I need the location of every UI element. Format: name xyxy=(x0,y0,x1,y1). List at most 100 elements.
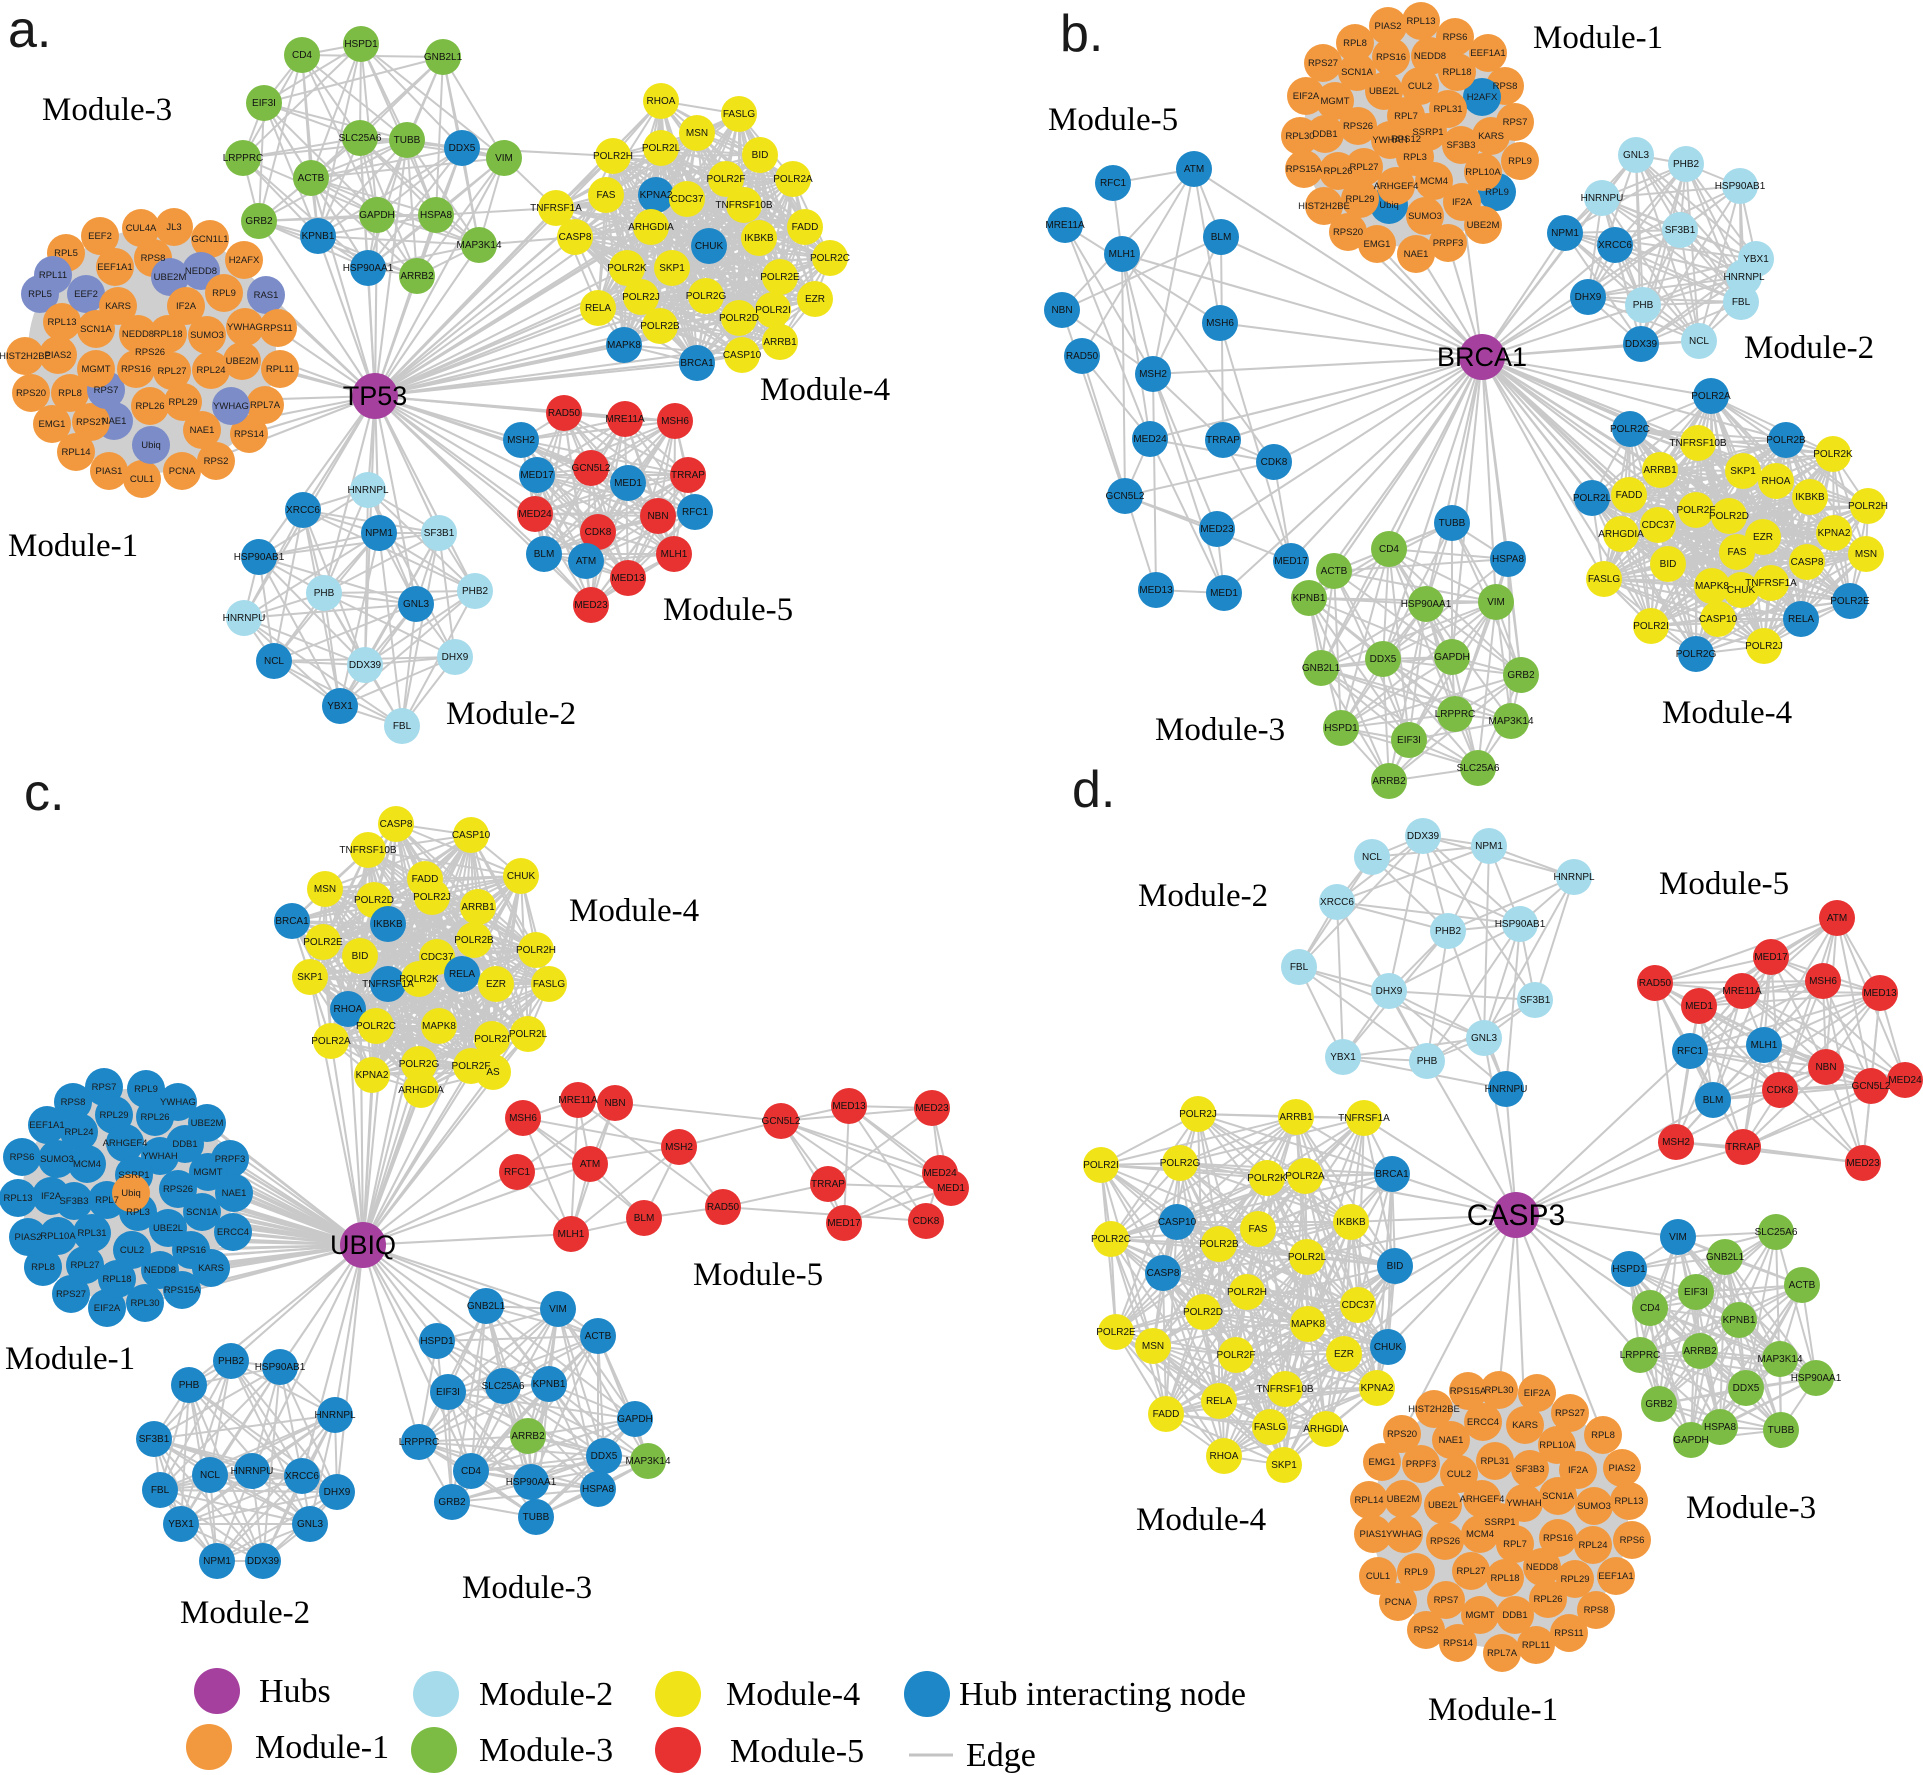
svg-text:GCN5L2: GCN5L2 xyxy=(1106,491,1145,502)
svg-text:FASLG: FASLG xyxy=(533,979,565,990)
svg-text:RPL13: RPL13 xyxy=(3,1193,32,1204)
svg-text:RPS6: RPS6 xyxy=(1620,1535,1645,1546)
svg-text:MLH1: MLH1 xyxy=(558,1229,585,1240)
svg-text:CD4: CD4 xyxy=(1379,544,1399,555)
svg-text:DDX5: DDX5 xyxy=(591,1451,618,1462)
svg-text:ARRB1: ARRB1 xyxy=(461,902,495,913)
svg-text:POLR2D: POLR2D xyxy=(354,895,394,906)
svg-text:SF3B3: SF3B3 xyxy=(1446,140,1475,151)
svg-text:HSP90AB1: HSP90AB1 xyxy=(1495,919,1546,930)
svg-text:Module-5: Module-5 xyxy=(1659,866,1789,902)
svg-text:RELA: RELA xyxy=(449,969,475,980)
svg-text:Module-2: Module-2 xyxy=(1744,330,1874,366)
svg-text:MGMT: MGMT xyxy=(81,364,110,375)
svg-text:RPL8: RPL8 xyxy=(1591,1430,1615,1441)
svg-text:ERCC4: ERCC4 xyxy=(1467,1417,1499,1428)
svg-text:UBE2L: UBE2L xyxy=(1369,86,1399,97)
svg-text:MAP3K14: MAP3K14 xyxy=(456,240,501,251)
svg-text:MSN: MSN xyxy=(314,884,336,895)
svg-text:RFC1: RFC1 xyxy=(504,1167,531,1178)
svg-text:MLH1: MLH1 xyxy=(661,549,688,560)
svg-text:MED1: MED1 xyxy=(937,1183,965,1194)
svg-text:ARRB2: ARRB2 xyxy=(1372,776,1406,787)
svg-text:RPL14: RPL14 xyxy=(1354,1495,1383,1506)
svg-text:RPL9: RPL9 xyxy=(134,1084,158,1095)
svg-text:RPS7: RPS7 xyxy=(1434,1595,1459,1606)
svg-text:RPL26: RPL26 xyxy=(140,1112,169,1123)
svg-text:SF3B1: SF3B1 xyxy=(1520,995,1551,1006)
svg-text:DHX9: DHX9 xyxy=(1376,986,1403,997)
svg-text:BID: BID xyxy=(1387,1261,1404,1272)
svg-text:EIF3I: EIF3I xyxy=(1397,735,1421,746)
svg-text:RPL13: RPL13 xyxy=(1614,1496,1643,1507)
svg-text:RPL9: RPL9 xyxy=(1404,1567,1428,1578)
svg-text:DDX39: DDX39 xyxy=(1407,831,1440,842)
svg-text:POLR2F: POLR2F xyxy=(707,174,746,185)
svg-text:POLR2I: POLR2I xyxy=(1083,1160,1119,1171)
svg-text:MLH1: MLH1 xyxy=(1109,249,1136,260)
svg-text:POLR2I: POLR2I xyxy=(755,305,791,316)
svg-text:MED13: MED13 xyxy=(832,1101,866,1112)
svg-text:RPS14: RPS14 xyxy=(234,429,264,440)
svg-text:KPNA2: KPNA2 xyxy=(640,190,673,201)
svg-text:RPL29: RPL29 xyxy=(1345,194,1374,205)
svg-text:TRRAP: TRRAP xyxy=(1206,435,1240,446)
svg-text:NCL: NCL xyxy=(1689,336,1709,347)
svg-text:RPL10A: RPL10A xyxy=(1465,167,1501,178)
svg-text:RPS6: RPS6 xyxy=(1443,32,1468,43)
svg-text:CUL4A: CUL4A xyxy=(126,223,157,234)
svg-text:FBL: FBL xyxy=(393,721,412,732)
svg-text:RELA: RELA xyxy=(1206,1396,1232,1407)
svg-text:RPS20: RPS20 xyxy=(1333,227,1363,238)
svg-text:MED23: MED23 xyxy=(915,1103,949,1114)
svg-text:CDC37: CDC37 xyxy=(421,952,454,963)
svg-text:RPL14: RPL14 xyxy=(61,447,90,458)
svg-text:HIST2H2BE: HIST2H2BE xyxy=(1298,201,1350,212)
svg-text:RPS6: RPS6 xyxy=(10,1152,35,1163)
svg-text:FADD: FADD xyxy=(1616,490,1643,501)
svg-text:RPS8: RPS8 xyxy=(1493,81,1518,92)
svg-text:GRB2: GRB2 xyxy=(438,1497,466,1508)
svg-text:POLR2A: POLR2A xyxy=(311,1036,351,1047)
svg-text:Module-1: Module-1 xyxy=(8,528,138,564)
svg-text:RPL3: RPL3 xyxy=(126,1207,150,1218)
svg-text:CDC37: CDC37 xyxy=(671,194,704,205)
svg-text:GAPDH: GAPDH xyxy=(359,210,395,221)
svg-text:RPS26: RPS26 xyxy=(1343,121,1373,132)
svg-text:TRRAP: TRRAP xyxy=(671,470,705,481)
svg-text:MED17: MED17 xyxy=(520,470,554,481)
svg-text:Module-1: Module-1 xyxy=(1428,1692,1558,1728)
svg-text:TUBB: TUBB xyxy=(394,135,421,146)
svg-text:NBN: NBN xyxy=(1051,305,1072,316)
svg-text:IKBKB: IKBKB xyxy=(1795,492,1825,503)
svg-text:TP53: TP53 xyxy=(343,381,408,411)
svg-text:EZR: EZR xyxy=(805,294,825,305)
svg-text:POLR2D: POLR2D xyxy=(719,313,759,324)
svg-text:RPL24: RPL24 xyxy=(1578,1540,1607,1551)
svg-text:RPS16: RPS16 xyxy=(176,1245,206,1256)
svg-text:NBN: NBN xyxy=(1815,1062,1836,1073)
svg-text:CASP10: CASP10 xyxy=(723,350,762,361)
svg-text:POLR2C: POLR2C xyxy=(1091,1234,1131,1245)
svg-text:DDX39: DDX39 xyxy=(1625,339,1658,350)
svg-text:HNRNPL: HNRNPL xyxy=(1553,872,1595,883)
svg-text:SLC25A6: SLC25A6 xyxy=(1755,1227,1798,1238)
svg-text:YWHAH: YWHAH xyxy=(142,1151,178,1162)
svg-text:MSH6: MSH6 xyxy=(509,1113,537,1124)
svg-text:POLR2A: POLR2A xyxy=(773,174,813,185)
svg-text:PIAS2: PIAS2 xyxy=(1375,21,1402,32)
svg-text:CASP3: CASP3 xyxy=(1467,1199,1565,1232)
svg-text:NEDD8: NEDD8 xyxy=(1526,1562,1558,1573)
svg-text:CUL2: CUL2 xyxy=(120,1245,144,1256)
svg-text:GAPDH: GAPDH xyxy=(1673,1435,1709,1446)
svg-text:Ubiq: Ubiq xyxy=(1379,200,1399,211)
svg-text:RPL7: RPL7 xyxy=(1503,1539,1527,1550)
svg-text:HSPA8: HSPA8 xyxy=(1492,554,1524,565)
svg-text:SCN1A: SCN1A xyxy=(186,1207,218,1218)
svg-text:RPS15A: RPS15A xyxy=(164,1285,201,1296)
svg-text:GRB2: GRB2 xyxy=(1645,1399,1673,1410)
svg-text:NAE1: NAE1 xyxy=(222,1188,247,1199)
svg-text:DDX5: DDX5 xyxy=(1733,1383,1760,1394)
svg-text:POLR2B: POLR2B xyxy=(454,935,494,946)
svg-text:HSPD1: HSPD1 xyxy=(1612,1264,1646,1275)
